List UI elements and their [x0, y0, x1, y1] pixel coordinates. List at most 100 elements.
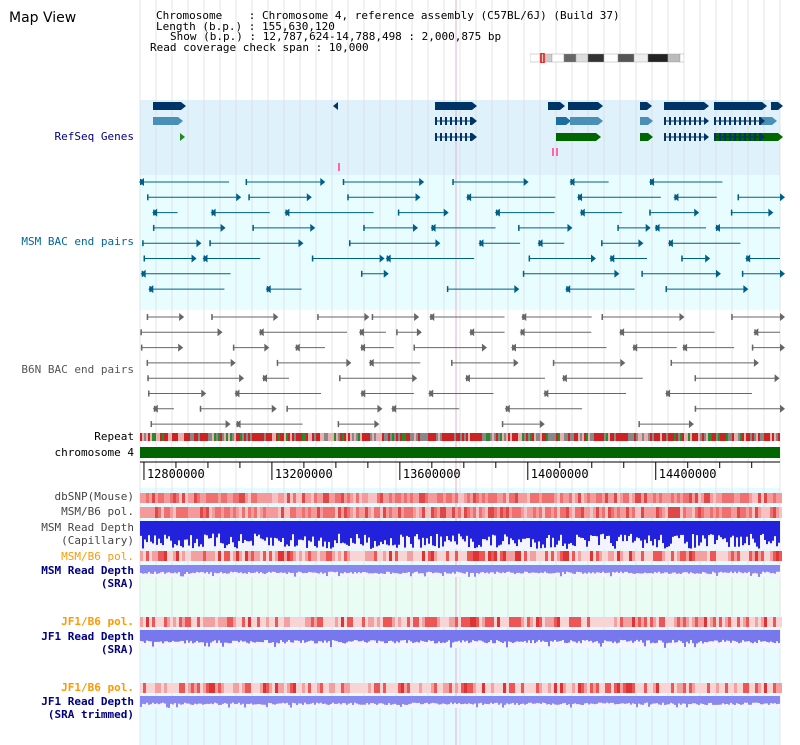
feature-arrow[interactable]: [704, 117, 709, 125]
feature-arrow[interactable]: [780, 269, 785, 278]
gene-block[interactable]: [548, 102, 560, 110]
gene-exon[interactable]: [699, 133, 701, 141]
feature-arrow[interactable]: [178, 117, 183, 125]
feature-arrow[interactable]: [569, 178, 575, 186]
feature-arrow[interactable]: [567, 223, 573, 232]
feature-arrow[interactable]: [579, 208, 585, 217]
gene-block[interactable]: [435, 102, 472, 110]
feature-arrow[interactable]: [481, 343, 487, 352]
feature-arrow[interactable]: [609, 254, 615, 263]
gene-exon[interactable]: [455, 133, 457, 141]
feature-arrow[interactable]: [768, 208, 774, 217]
gene-exon[interactable]: [699, 117, 701, 125]
feature-arrow[interactable]: [217, 328, 223, 337]
feature-arrow[interactable]: [220, 223, 226, 232]
feature-arrow[interactable]: [230, 358, 236, 367]
feature-arrow[interactable]: [419, 178, 425, 186]
b6n-bac-pair-end[interactable]: [601, 314, 603, 320]
msm-bac-pair-end[interactable]: [665, 286, 667, 293]
feature-arrow[interactable]: [346, 358, 352, 367]
b6n-bac-pairs[interactable]: [140, 313, 785, 429]
feature-arrow[interactable]: [560, 102, 565, 110]
msm-bac-pair-end[interactable]: [347, 194, 349, 201]
gene-exon[interactable]: [445, 133, 447, 141]
feature-arrow[interactable]: [202, 254, 208, 263]
feature-arrow[interactable]: [358, 328, 364, 337]
feature-arrow[interactable]: [273, 313, 279, 321]
feature-arrow[interactable]: [379, 254, 385, 263]
feature-arrow[interactable]: [577, 193, 583, 202]
feature-arrow[interactable]: [780, 193, 785, 202]
b6n-bac-pair-end[interactable]: [317, 314, 319, 320]
feature-arrow[interactable]: [180, 133, 185, 141]
gene-exon[interactable]: [450, 133, 452, 141]
refseq-genes[interactable]: [153, 102, 783, 171]
gene-exon[interactable]: [664, 133, 666, 141]
msm-bac-pair-end[interactable]: [641, 270, 643, 277]
feature-arrow[interactable]: [521, 313, 527, 321]
msm-bac-pairs[interactable]: [139, 178, 785, 294]
gene-block[interactable]: [640, 102, 647, 110]
feature-arrow[interactable]: [201, 389, 207, 398]
feature-arrow[interactable]: [598, 117, 603, 125]
msm-bac-pair-end[interactable]: [681, 255, 683, 262]
track-label-msm-b6-pol-1[interactable]: MSM/B6 pol.: [61, 505, 134, 518]
b6n-bac-pair-end[interactable]: [638, 421, 640, 428]
msm-bac-pair-end[interactable]: [360, 270, 363, 277]
gene-exon[interactable]: [754, 133, 756, 141]
feature-arrow[interactable]: [298, 239, 304, 248]
b6n-bac-pair-end[interactable]: [276, 359, 279, 366]
msm-bac-pair-end[interactable]: [349, 240, 351, 247]
feature-arrow[interactable]: [620, 358, 626, 367]
msm-bac-pair-end[interactable]: [601, 240, 603, 247]
feature-arrow[interactable]: [682, 343, 688, 352]
feature-arrow[interactable]: [416, 328, 422, 337]
jf1-depth-trimmed-track[interactable]: [140, 696, 780, 708]
gene-exon[interactable]: [445, 117, 447, 125]
feature-arrow[interactable]: [464, 374, 470, 383]
b6n-bac-pair-end[interactable]: [232, 344, 235, 351]
feature-arrow[interactable]: [632, 343, 638, 352]
feature-arrow[interactable]: [537, 239, 543, 248]
feature-arrow[interactable]: [478, 239, 484, 248]
gene-exon[interactable]: [679, 133, 681, 141]
gene-exon[interactable]: [744, 117, 746, 125]
gene-block[interactable]: [153, 102, 181, 110]
repeat-track[interactable]: [140, 433, 780, 441]
gene-exon[interactable]: [694, 133, 696, 141]
feature-arrow[interactable]: [377, 404, 383, 413]
gene-exon[interactable]: [744, 133, 746, 141]
msm-depth-capillary-track[interactable]: [140, 521, 780, 549]
feature-arrow[interactable]: [619, 328, 625, 337]
ideogram-position-marker[interactable]: [540, 53, 545, 63]
feature-arrow[interactable]: [284, 208, 290, 217]
gene-exon[interactable]: [470, 117, 472, 125]
gene-block[interactable]: [556, 117, 566, 125]
feature-arrow[interactable]: [565, 285, 571, 294]
feature-arrow[interactable]: [412, 374, 418, 383]
feature-arrow[interactable]: [780, 313, 785, 321]
msm-depth-sra-track[interactable]: [140, 565, 780, 577]
track-label-jf1-depth-sra[interactable]: JF1 Read Depth: [41, 630, 134, 643]
gene-exon[interactable]: [734, 117, 736, 125]
feature-arrow[interactable]: [435, 239, 441, 248]
msm-bac-pair-end[interactable]: [397, 209, 400, 216]
feature-arrow[interactable]: [139, 178, 145, 186]
feature-arrow[interactable]: [306, 193, 312, 202]
track-label-msm-b6-pol-2[interactable]: MSM/B6 pol.: [61, 550, 134, 563]
feature-arrow[interactable]: [679, 313, 685, 321]
feature-arrow[interactable]: [152, 208, 158, 217]
feature-arrow[interactable]: [360, 389, 366, 398]
gene-exon[interactable]: [470, 133, 472, 141]
b6n-bac-pair-end[interactable]: [694, 405, 697, 412]
msm-bac-pair-end[interactable]: [446, 286, 449, 293]
feature-arrow[interactable]: [539, 420, 545, 429]
feature-arrow[interactable]: [191, 254, 197, 263]
track-label-refseq[interactable]: RefSeq Genes: [54, 130, 134, 143]
gene-block[interactable]: [714, 102, 762, 110]
b6n-bac-pair-end[interactable]: [140, 344, 143, 351]
msm-bac-pair-end[interactable]: [452, 179, 454, 185]
msm-bac-pair-end[interactable]: [342, 179, 345, 185]
feature-arrow[interactable]: [743, 285, 749, 294]
feature-arrow[interactable]: [271, 404, 277, 413]
